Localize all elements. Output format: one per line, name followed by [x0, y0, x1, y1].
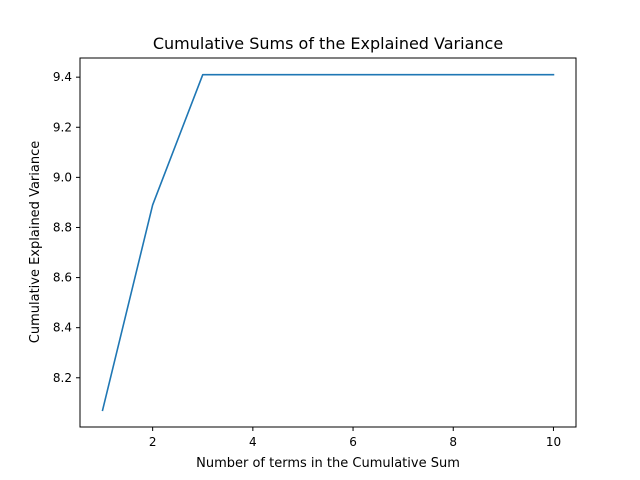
axes-frame: [79, 57, 577, 428]
plot-area: [79, 57, 577, 428]
y-tick-label: 9.0: [53, 170, 72, 184]
x-axis-label: Number of terms in the Cumulative Sum: [196, 456, 460, 471]
chart-title: Cumulative Sums of the Explained Varianc…: [153, 34, 503, 53]
y-tick-label: 8.2: [53, 371, 72, 385]
x-tick-label: 8: [449, 435, 457, 449]
y-tick-label: 9.2: [53, 120, 72, 134]
y-tick-label: 9.4: [53, 70, 72, 84]
y-tick-label: 8.6: [53, 271, 72, 285]
x-tick-label: 10: [546, 435, 561, 449]
x-tick-label: 6: [349, 435, 357, 449]
x-tick-label: 4: [249, 435, 257, 449]
x-tick-label: 2: [149, 435, 157, 449]
y-axis-label: Cumulative Explained Variance: [28, 141, 43, 343]
x-axis-ticks: 2 4 6 8 10: [149, 427, 561, 449]
y-axis-ticks: 8.2 8.4 8.6 8.8 9.0 9.2 9.4: [53, 70, 80, 385]
y-tick-label: 8.8: [53, 220, 72, 234]
series-line: [101, 73, 555, 412]
y-tick-label: 8.4: [53, 321, 72, 335]
